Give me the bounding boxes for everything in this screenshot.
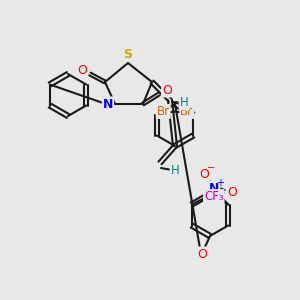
Text: H: H [180,97,188,110]
Text: S: S [124,47,133,61]
Text: −: − [207,164,215,173]
Text: Br: Br [180,105,194,118]
Text: N: N [103,98,113,110]
Text: O: O [77,64,87,76]
Text: O: O [199,168,209,181]
Text: O: O [227,186,237,199]
Text: CF₃: CF₃ [204,190,224,203]
Text: O: O [162,83,172,97]
Text: Br: Br [157,105,170,118]
Text: N: N [209,182,219,195]
Text: +: + [216,178,224,188]
Text: H: H [171,164,179,176]
Text: O: O [197,248,207,260]
